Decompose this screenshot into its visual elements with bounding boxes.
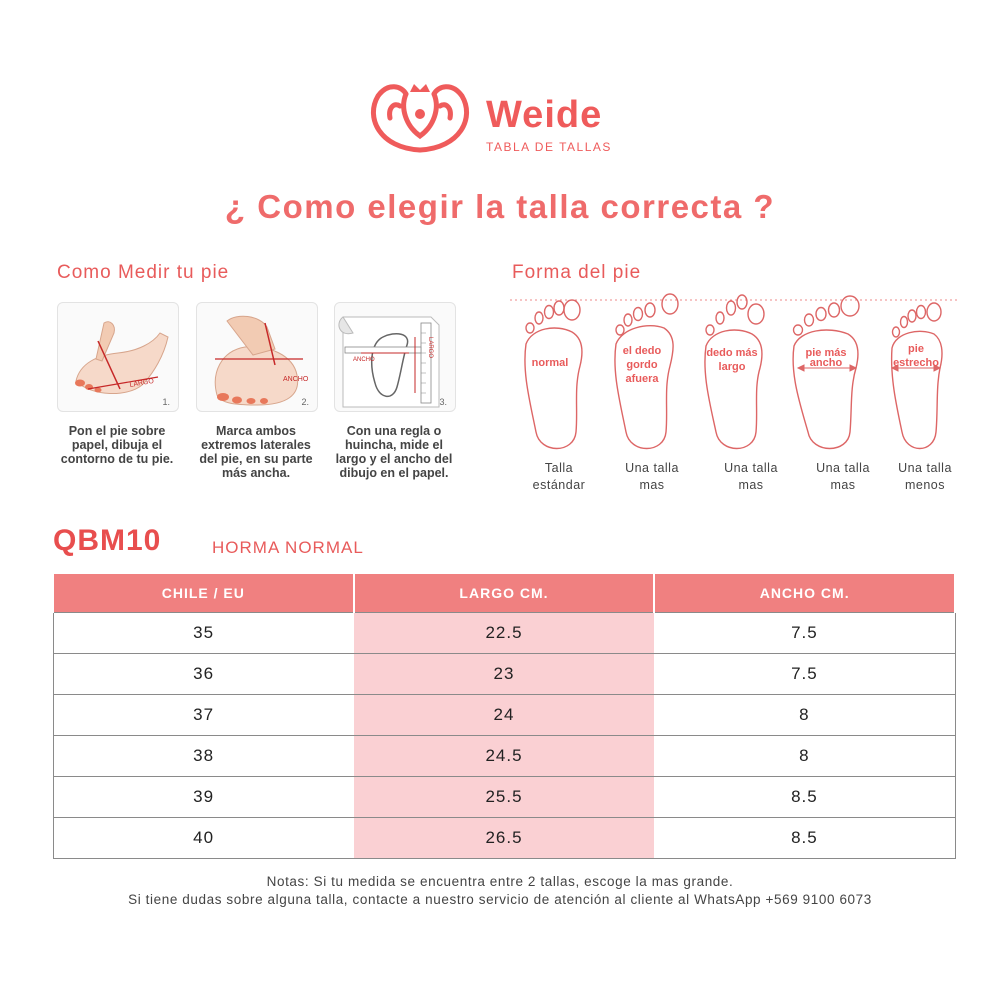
width-cell: 8 bbox=[654, 735, 956, 777]
table-row: 36 23 7.5 bbox=[52, 653, 956, 695]
shape-5-label-2: estrecho bbox=[893, 357, 939, 369]
size-cell: 36 bbox=[52, 653, 354, 695]
width-cell: 8.5 bbox=[654, 817, 956, 859]
step-2-caption: Marca ambos extremos laterales del pie, … bbox=[199, 424, 313, 480]
shape-4-caption-1: Una talla bbox=[816, 461, 870, 475]
size-cell: 35 bbox=[52, 612, 354, 654]
note-line-1: Notas: Si tu medida se encuentra entre 2… bbox=[266, 874, 734, 889]
shape-4-label-2: ancho bbox=[810, 357, 843, 369]
shape-2-label-1: el dedo bbox=[623, 345, 662, 357]
header-size: CHILE / EU bbox=[52, 574, 355, 613]
step-3-length-label: LARGO bbox=[427, 337, 433, 358]
width-cell: 7.5 bbox=[654, 612, 956, 654]
shape-1-caption-2: estándar bbox=[532, 478, 586, 492]
foot-width-drawing-icon: ANCHO bbox=[214, 315, 309, 406]
shape-3-caption-1: Una talla bbox=[724, 461, 778, 475]
shape-3-caption: Una talla mas bbox=[706, 460, 796, 494]
length-cell: 26.5 bbox=[353, 817, 655, 859]
model-fit: HORMA NORMAL bbox=[212, 538, 364, 557]
measure-heading: Como Medir tu pie bbox=[57, 262, 230, 283]
foot-shapes-diagram: normal el dedo gordo afuera dedo más lar… bbox=[510, 293, 960, 449]
ruler-measure-drawing-icon: ANCHO LARGO bbox=[338, 316, 440, 408]
brand-name: Weide bbox=[486, 94, 603, 136]
table-row: 35 22.5 7.5 bbox=[52, 612, 956, 654]
shape-4-label-1: pie más bbox=[806, 347, 847, 359]
table-row: 38 24.5 8 bbox=[52, 735, 956, 777]
header-length: LARGO CM. bbox=[352, 574, 656, 613]
length-cell: 23 bbox=[353, 653, 655, 695]
step-1-caption: Pon el pie sobre papel, dibuja el contor… bbox=[60, 424, 174, 466]
shape-1-caption: Talla estándar bbox=[514, 460, 604, 494]
size-table: CHILE / EU LARGO CM. ANCHO CM. 35 22.5 7.5… bbox=[52, 574, 956, 859]
shape-2-caption-2: mas bbox=[639, 478, 665, 492]
shape-3-caption-2: mas bbox=[738, 478, 764, 492]
step-3-caption: Con una regla o huincha, mide el largo y… bbox=[335, 424, 453, 480]
table-row: 37 24 8 bbox=[52, 694, 956, 736]
shape-5-caption-1: Una talla bbox=[898, 461, 952, 475]
measure-step-2-card: ANCHO 2. bbox=[196, 302, 318, 412]
shape-5-label-1: pie bbox=[908, 343, 924, 355]
width-cell: 7.5 bbox=[654, 653, 956, 695]
length-cell: 24 bbox=[353, 694, 655, 736]
shape-2-caption-1: Una talla bbox=[625, 461, 679, 475]
shape-4-caption: Una talla mas bbox=[798, 460, 888, 494]
foot-length-drawing-icon: LARGO bbox=[75, 321, 169, 395]
shape-2-label-3: afuera bbox=[625, 373, 659, 385]
size-cell: 38 bbox=[52, 735, 354, 777]
model-code: QBM10 bbox=[53, 524, 162, 557]
length-cell: 25.5 bbox=[353, 776, 655, 818]
width-cell: 8.5 bbox=[654, 776, 956, 818]
size-cell: 39 bbox=[52, 776, 354, 818]
shape-2-label-2: gordo bbox=[626, 359, 657, 371]
shape-2-caption: Una talla mas bbox=[607, 460, 697, 494]
size-cell: 40 bbox=[52, 817, 354, 859]
step-3-width-label: ANCHO bbox=[353, 357, 375, 363]
length-cell: 22.5 bbox=[353, 612, 655, 654]
measure-step-3-card: ANCHO LARGO 3. bbox=[334, 302, 456, 412]
step-1-number: 1. bbox=[162, 397, 170, 407]
width-cell: 8 bbox=[654, 694, 956, 736]
shape-3-label-1: dedo más bbox=[706, 347, 757, 359]
length-cell: 24.5 bbox=[353, 735, 655, 777]
measure-step-1-card: LARGO 1. bbox=[57, 302, 179, 412]
step-2-number: 2. bbox=[301, 397, 309, 407]
shape-heading: Forma del pie bbox=[512, 262, 642, 283]
step-1-image-label: LARGO bbox=[129, 378, 155, 389]
step-2-image-label: ANCHO bbox=[283, 376, 309, 383]
shape-3-label-2: largo bbox=[719, 361, 746, 373]
table-row: 40 26.5 8.5 bbox=[52, 817, 956, 859]
table-header-row: CHILE / EU LARGO CM. ANCHO CM. bbox=[52, 574, 956, 613]
table-body: 35 22.5 7.5 36 23 7.5 37 24 8 38 24.5 8 39 25.5 8.5 40 2… bbox=[52, 612, 956, 859]
shape-5-caption: Una talla menos bbox=[880, 460, 970, 494]
header-width: ANCHO CM. bbox=[653, 574, 956, 613]
weide-logo-icon bbox=[371, 84, 469, 153]
table-row: 39 25.5 8.5 bbox=[52, 776, 956, 818]
brand-subtitle: TABLA DE TALLAS bbox=[486, 140, 612, 154]
shape-1-label: normal bbox=[532, 357, 569, 369]
shape-4-caption-2: mas bbox=[830, 478, 856, 492]
shape-5-caption-2: menos bbox=[904, 478, 946, 492]
page-title: ¿ Como elegir la talla correcta ? bbox=[224, 188, 776, 225]
step-3-number: 3. bbox=[439, 397, 447, 407]
shape-1-caption-1: Talla bbox=[544, 461, 574, 475]
note-line-2: Si tiene dudas sobre alguna talla, conta… bbox=[128, 892, 872, 907]
size-cell: 37 bbox=[52, 694, 354, 736]
